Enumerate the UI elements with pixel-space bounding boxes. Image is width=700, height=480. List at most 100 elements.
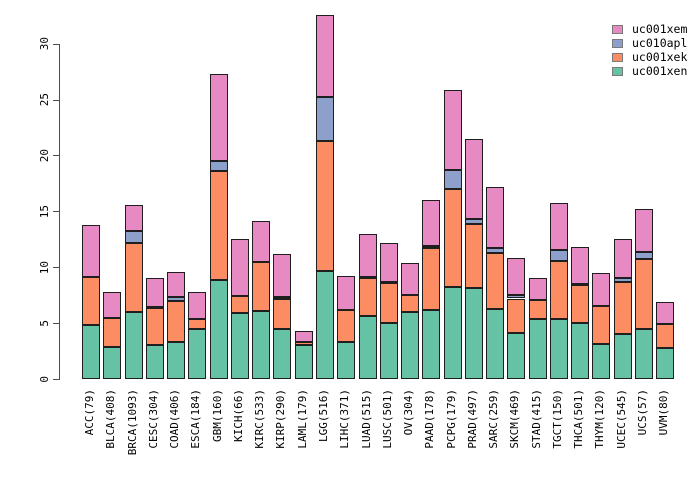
bar-segment-uc001xen bbox=[422, 310, 441, 379]
y-tick bbox=[53, 211, 59, 213]
bar-segment-uc001xek bbox=[124, 242, 143, 312]
y-tick-label: 30 bbox=[38, 37, 51, 51]
bar-segment-uc001xem bbox=[507, 257, 526, 295]
bar-segment-uc001xem bbox=[528, 277, 547, 301]
y-tick bbox=[53, 155, 59, 157]
bar-segment-uc001xen bbox=[124, 311, 143, 379]
bar-segment-uc001xek bbox=[167, 300, 186, 342]
x-tick-label: KICH(66) bbox=[231, 389, 245, 442]
legend-swatch bbox=[612, 39, 623, 48]
bar-segment-uc001xek bbox=[337, 309, 356, 343]
bar-segment-uc010apl bbox=[443, 169, 462, 189]
bar-segment-uc001xen bbox=[230, 313, 249, 379]
bar-segment-uc001xek bbox=[635, 259, 654, 330]
bar-segment-uc001xen bbox=[656, 347, 675, 379]
bar-segment-uc001xem bbox=[145, 278, 164, 307]
y-tick bbox=[53, 99, 59, 101]
bar-segment-uc001xem bbox=[358, 234, 377, 277]
x-tick-label: UVM(80) bbox=[657, 389, 671, 436]
legend: uc001xem uc010apl uc001xek uc001xen bbox=[612, 22, 688, 78]
legend-label: uc001xek bbox=[632, 50, 688, 64]
bar-segment-uc001xek bbox=[188, 319, 207, 329]
x-tick-label: KIRC(533) bbox=[253, 389, 267, 449]
bar-segment-uc001xem bbox=[273, 254, 292, 297]
bar-segment-uc010apl bbox=[145, 306, 164, 309]
bar-segment-uc001xen bbox=[549, 319, 568, 379]
bar-segment-uc001xek bbox=[571, 285, 590, 324]
legend-label: uc001xen bbox=[632, 64, 688, 78]
y-tick-label: 25 bbox=[38, 93, 51, 107]
bar-segment-uc001xen bbox=[464, 288, 483, 379]
legend-label: uc001xem bbox=[632, 22, 688, 36]
bar-segment-uc001xek bbox=[252, 261, 271, 311]
bar-segment-uc001xen bbox=[358, 316, 377, 379]
bar-segment-uc001xek bbox=[656, 324, 675, 348]
legend-item-uc001xem: uc001xem bbox=[612, 22, 688, 36]
x-tick-label: SARC(259) bbox=[487, 389, 501, 449]
bar-segment-uc010apl bbox=[507, 294, 526, 299]
legend-swatch bbox=[612, 25, 623, 34]
y-tick-label: 5 bbox=[38, 319, 51, 327]
bar-segment-uc001xek bbox=[103, 318, 122, 347]
x-tick-label: LGG(516) bbox=[316, 389, 330, 442]
bar-segment-uc001xen bbox=[486, 309, 505, 379]
bar-segment-uc010apl bbox=[571, 283, 590, 286]
x-tick-label: CESC(304) bbox=[146, 389, 160, 449]
bar-segment-uc001xem bbox=[613, 239, 632, 278]
bar-segment-uc010apl bbox=[315, 96, 334, 141]
bar-segment-uc001xek bbox=[507, 298, 526, 334]
bar-segment-uc001xek bbox=[443, 188, 462, 288]
y-tick-label: 10 bbox=[38, 260, 51, 274]
bar-segment-uc001xen bbox=[315, 271, 334, 379]
bar-segment-uc010apl bbox=[486, 248, 505, 253]
bar-segment-uc001xem bbox=[549, 203, 568, 250]
bar-segment-uc001xem bbox=[571, 246, 590, 284]
bar-segment-uc001xek bbox=[528, 300, 547, 319]
bar-segment-uc001xek bbox=[230, 296, 249, 314]
bar-segment-uc001xek bbox=[358, 277, 377, 317]
x-tick-label: UCS(57) bbox=[636, 389, 650, 436]
bar-segment-uc001xen bbox=[145, 344, 164, 379]
bar-segment-uc010apl bbox=[358, 276, 377, 279]
bar-segment-uc001xen bbox=[252, 310, 271, 379]
bar-segment-uc010apl bbox=[124, 231, 143, 243]
legend-label: uc010apl bbox=[632, 36, 688, 50]
bar-segment-uc001xem bbox=[486, 187, 505, 249]
bar-segment-uc001xem bbox=[209, 74, 228, 161]
bar-segment-uc001xek bbox=[273, 298, 292, 329]
bar-segment-uc001xen bbox=[103, 346, 122, 379]
bar-segment-uc001xek bbox=[379, 283, 398, 323]
bar-segment-uc001xem bbox=[124, 204, 143, 232]
x-tick-label: OV(304) bbox=[402, 389, 416, 436]
bar-segment-uc001xek bbox=[294, 341, 313, 345]
y-tick-label: 15 bbox=[38, 204, 51, 219]
bar-segment-uc001xem bbox=[464, 138, 483, 219]
x-tick-label: PCPG(179) bbox=[444, 389, 458, 449]
bar-segment-uc001xen bbox=[528, 318, 547, 379]
bar-segment-uc001xem bbox=[188, 291, 207, 320]
bar-segment-uc001xem bbox=[379, 243, 398, 283]
bar-segment-uc001xen bbox=[273, 328, 292, 379]
x-tick-label: PAAD(178) bbox=[423, 389, 437, 449]
x-tick-label: STAD(415) bbox=[529, 389, 543, 449]
bar-segment-uc001xen bbox=[188, 328, 207, 379]
bar-segment-uc001xem bbox=[315, 14, 334, 97]
bar-segment-uc001xem bbox=[230, 238, 249, 297]
bar-segment-uc001xen bbox=[167, 341, 186, 379]
bar-segment-uc001xek bbox=[422, 247, 441, 311]
bar-segment-uc001xen bbox=[337, 342, 356, 379]
x-tick-label: COAD(406) bbox=[168, 389, 182, 449]
bar-segment-uc010apl bbox=[422, 245, 441, 248]
x-tick-label: GBM(160) bbox=[210, 389, 224, 442]
bar-segment-uc010apl bbox=[167, 297, 186, 301]
bar-segment-uc001xek bbox=[209, 171, 228, 281]
bar-segment-uc001xem bbox=[82, 224, 100, 277]
legend-swatch bbox=[612, 53, 623, 62]
bar-segment-uc001xem bbox=[337, 276, 356, 310]
bar-segment-uc001xek bbox=[145, 308, 164, 345]
x-tick-label: TGCT(150) bbox=[550, 389, 564, 449]
x-tick-label: LUAD(515) bbox=[359, 389, 373, 449]
bar-segment-uc001xem bbox=[167, 271, 186, 298]
bar-segment-uc001xem bbox=[443, 89, 462, 170]
